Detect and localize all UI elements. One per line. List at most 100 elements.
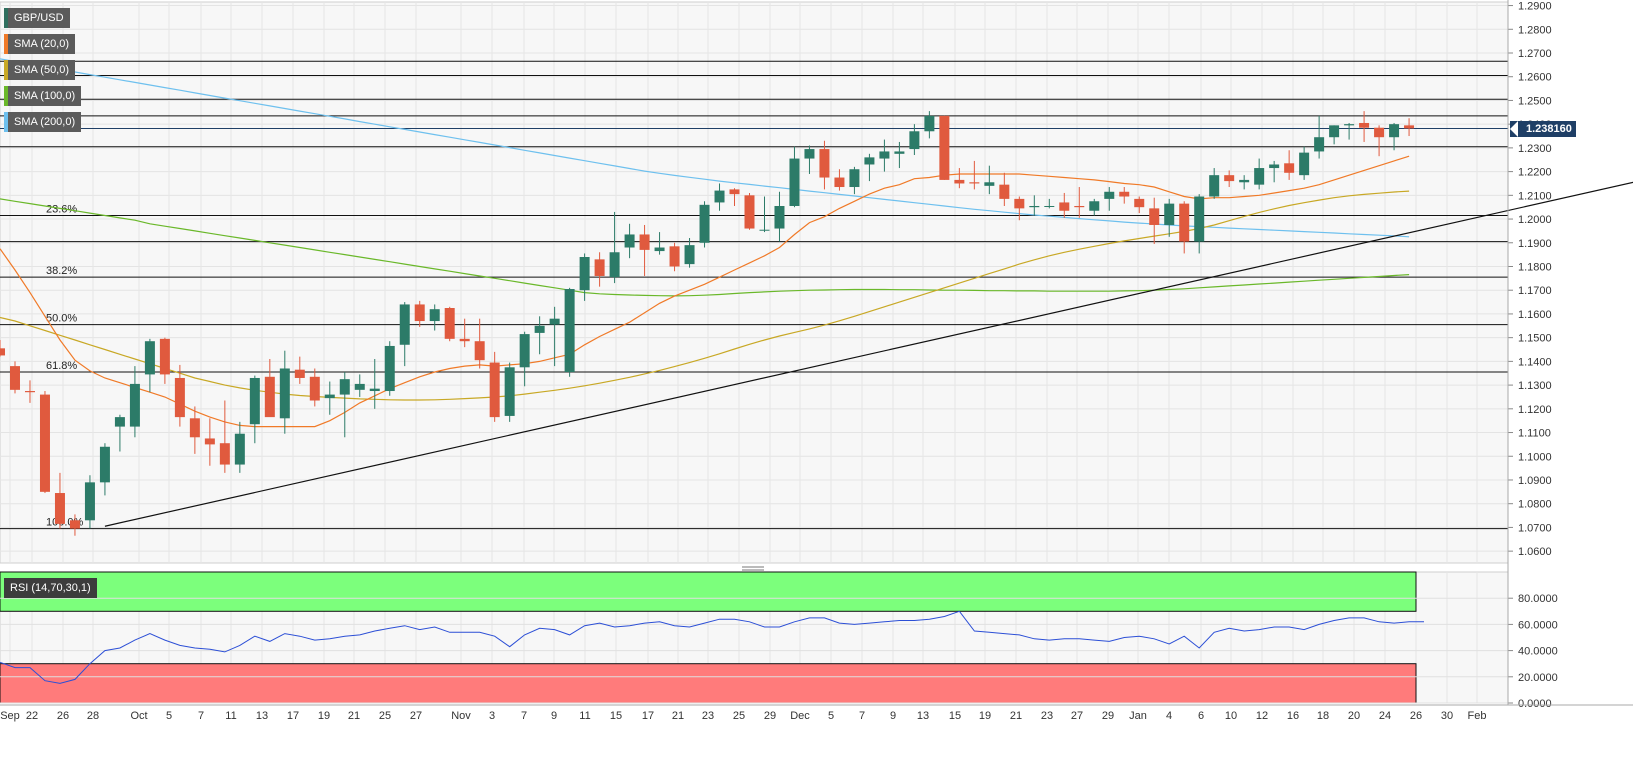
swatch-sma50 xyxy=(4,60,8,80)
x-tick-label: 30 xyxy=(1441,710,1453,722)
candle-body xyxy=(1329,125,1340,138)
x-tick-label: 13 xyxy=(917,710,929,722)
candle-body xyxy=(1299,152,1310,176)
rsi-tick-label: 40.0000 xyxy=(1518,646,1558,658)
candle-body xyxy=(114,417,125,427)
price-tick-label: 1.2600 xyxy=(1518,72,1552,84)
candle-body xyxy=(744,195,755,229)
x-tick-label: 5 xyxy=(828,710,834,722)
candle-body xyxy=(609,252,620,278)
candle-body xyxy=(54,493,65,524)
swatch-sma20 xyxy=(4,34,8,54)
x-tick-label: 5 xyxy=(166,710,172,722)
x-tick-label: 29 xyxy=(1102,710,1114,722)
candle-body xyxy=(1374,127,1385,138)
candle-body xyxy=(39,394,50,492)
x-tick-label: 15 xyxy=(610,710,622,722)
rsi-legend[interactable]: RSI (14,70,30,1) xyxy=(4,578,97,598)
legend-item-gbpusd[interactable]: GBP/USD xyxy=(4,8,70,28)
x-tick-label: 18 xyxy=(1317,710,1329,722)
price-tick-label: 1.2100 xyxy=(1518,190,1552,202)
candle-body xyxy=(309,376,320,401)
x-tick-label: 23 xyxy=(702,710,714,722)
candle-body xyxy=(1194,196,1205,242)
candle-body xyxy=(99,446,110,483)
swatch-gbpusd xyxy=(4,8,8,28)
candle-body xyxy=(369,388,380,392)
legend-label: SMA (100,0) xyxy=(14,90,76,102)
fibonacci-label: 50.0% xyxy=(46,313,77,325)
candle-body xyxy=(669,246,680,267)
candle-body xyxy=(1104,191,1115,199)
price-tick-label: 1.1400 xyxy=(1518,356,1552,368)
fibonacci-label: 23.6% xyxy=(46,203,77,215)
price-tick-label: 1.1900 xyxy=(1518,238,1552,250)
x-tick-label: 17 xyxy=(642,710,654,722)
x-tick-label: 19 xyxy=(318,710,330,722)
x-tick-label: 27 xyxy=(1071,710,1083,722)
candle-body xyxy=(219,443,230,465)
x-tick-label: 4 xyxy=(1166,710,1172,722)
price-tick-label: 1.1500 xyxy=(1518,333,1552,345)
candle-body xyxy=(909,131,920,150)
legend-item-sma20[interactable]: SMA (20,0) xyxy=(4,34,76,54)
candle-body xyxy=(0,348,5,356)
price-tick-label: 1.2700 xyxy=(1518,48,1552,60)
candle-body xyxy=(714,190,725,203)
x-tick-label: 17 xyxy=(287,710,299,722)
candle-body xyxy=(279,368,290,419)
price-tick-label: 1.1000 xyxy=(1518,451,1552,463)
candle-body xyxy=(159,338,170,375)
candle-body xyxy=(144,341,155,375)
candle-body xyxy=(234,433,245,465)
x-tick-label: 16 xyxy=(1287,710,1299,722)
candle-body xyxy=(1179,203,1190,242)
candle-body xyxy=(84,482,95,521)
candle-body xyxy=(1029,206,1040,208)
candle-body xyxy=(399,304,410,345)
candle-body xyxy=(564,289,575,373)
x-tick-label: 11 xyxy=(579,710,590,722)
x-tick-label: 6 xyxy=(1198,710,1204,722)
x-tick-label: 7 xyxy=(859,710,865,722)
price-tick-label: 1.2800 xyxy=(1518,24,1552,36)
x-tick-label: 10 xyxy=(1225,710,1237,722)
legend-item-sma50[interactable]: SMA (50,0) xyxy=(4,60,76,80)
candle-body xyxy=(204,438,215,445)
x-tick-label: 28 xyxy=(87,710,99,722)
price-tick-label: 1.1600 xyxy=(1518,309,1552,321)
candle-body xyxy=(1389,124,1400,138)
candle-body xyxy=(639,234,650,250)
rsi-overbought-zone xyxy=(0,571,1417,612)
candle-body xyxy=(429,309,440,322)
candle-body xyxy=(894,151,905,154)
candle-body xyxy=(684,245,695,265)
price-tick-label: 1.1700 xyxy=(1518,285,1552,297)
legend-label: SMA (50,0) xyxy=(14,64,70,76)
candle-body xyxy=(759,229,770,231)
candle-body xyxy=(1119,191,1130,197)
candle-body xyxy=(459,338,470,342)
current-price-tag: 1.238160 xyxy=(1510,120,1576,137)
candle-body xyxy=(984,182,995,186)
candle-body xyxy=(1224,175,1235,182)
legend-item-sma200[interactable]: SMA (200,0) xyxy=(4,112,82,132)
candle-body xyxy=(729,189,740,195)
candle-body xyxy=(294,369,305,378)
x-tick-label: 25 xyxy=(733,710,745,722)
candle-body xyxy=(1164,203,1175,225)
candle-body xyxy=(999,184,1010,199)
price-tick-label: 1.2900 xyxy=(1518,1,1552,13)
candle-body xyxy=(549,318,560,325)
candle-body xyxy=(969,182,980,184)
candle-body xyxy=(1044,206,1055,207)
x-tick-label: 3 xyxy=(489,710,495,722)
fibonacci-label: 61.8% xyxy=(46,360,77,372)
candle-body xyxy=(489,362,500,418)
legend-label: GBP/USD xyxy=(14,12,64,24)
candle-body xyxy=(1269,164,1280,169)
x-tick-label: 15 xyxy=(949,710,961,722)
x-tick-label: 22 xyxy=(26,710,38,722)
candle-body xyxy=(354,383,365,390)
legend-item-sma100[interactable]: SMA (100,0) xyxy=(4,86,82,106)
